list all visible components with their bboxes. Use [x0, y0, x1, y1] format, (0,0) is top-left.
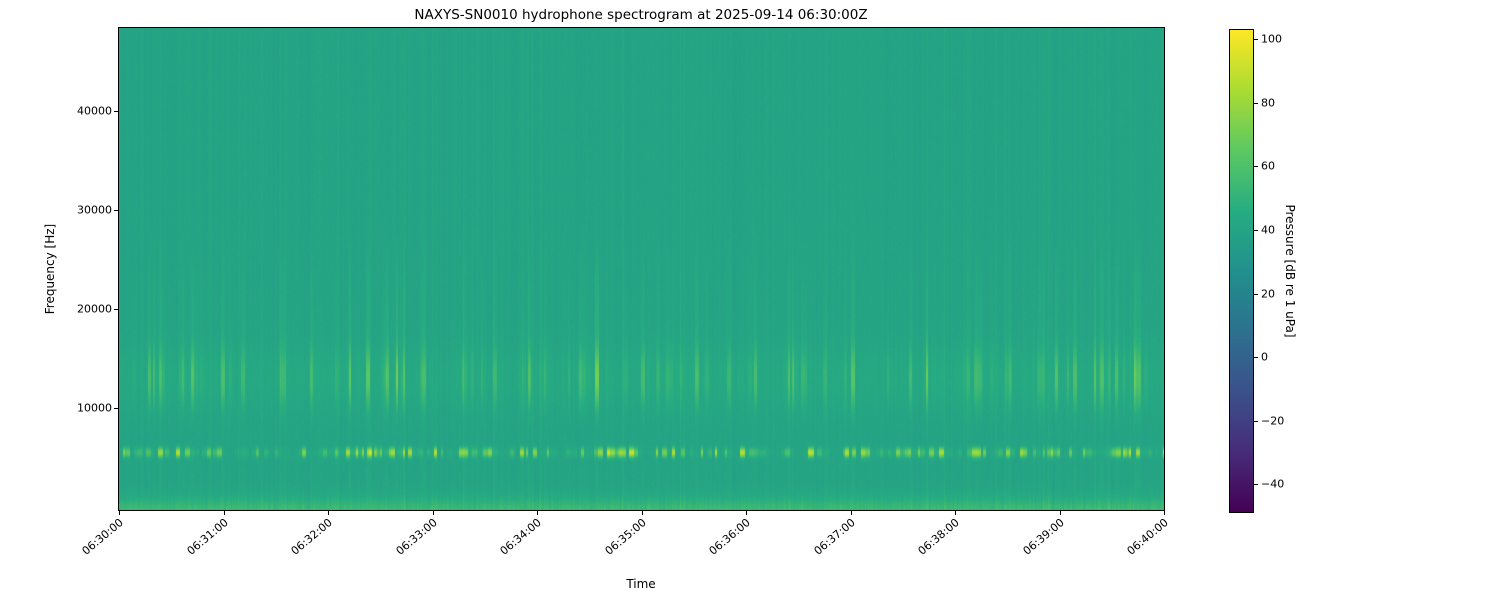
- x-tickmark: [1164, 511, 1165, 515]
- colorbar-tick-label: 100: [1261, 32, 1282, 46]
- x-tickmark: [433, 511, 434, 515]
- x-tickmark: [1060, 511, 1061, 515]
- x-tick-label: 06:39:00: [1020, 516, 1067, 558]
- colorbar-tick-label: 60: [1261, 159, 1275, 173]
- colorbar: [1229, 29, 1254, 513]
- x-tick-label: 06:38:00: [915, 516, 962, 558]
- y-tick-label: 20000: [77, 302, 112, 316]
- x-tick-label: 06:37:00: [811, 516, 858, 558]
- x-tick-label: 06:32:00: [288, 516, 335, 558]
- y-tickmark: [114, 408, 118, 409]
- x-tick-label: 06:35:00: [602, 516, 649, 558]
- colorbar-tick-label: 40: [1261, 223, 1275, 237]
- x-tick-label: 06:34:00: [497, 516, 544, 558]
- y-tickmark: [114, 210, 118, 211]
- y-tick-label: 30000: [77, 203, 112, 217]
- colorbar-tickmark: [1254, 166, 1258, 167]
- x-tickmark: [224, 511, 225, 515]
- colorbar-tick-label: 20: [1261, 287, 1275, 301]
- colorbar-tick-label: 80: [1261, 96, 1275, 110]
- chart-title: NAXYS-SN0010 hydrophone spectrogram at 2…: [414, 7, 868, 23]
- x-tickmark: [955, 511, 956, 515]
- x-axis-label: Time: [626, 577, 656, 591]
- colorbar-tickmark: [1254, 230, 1258, 231]
- colorbar-tick-label: −20: [1261, 414, 1285, 428]
- colorbar-tickmark: [1254, 103, 1258, 104]
- x-tick-label: 06:30:00: [79, 516, 126, 558]
- plot-area: [118, 27, 1165, 511]
- x-tickmark: [851, 511, 852, 515]
- x-tick-label: 06:40:00: [1124, 516, 1171, 558]
- colorbar-tickmark: [1254, 39, 1258, 40]
- y-tickmark: [114, 111, 118, 112]
- colorbar-tickmark: [1254, 484, 1258, 485]
- colorbar-axis-label: Pressure [dB re 1 uPa]: [1283, 204, 1297, 338]
- colorbar-tickmark: [1254, 421, 1258, 422]
- colorbar-tick-label: −40: [1261, 477, 1285, 491]
- colorbar-tick-label: 0: [1261, 350, 1268, 364]
- x-tickmark: [119, 511, 120, 515]
- x-tickmark: [328, 511, 329, 515]
- x-tickmark: [537, 511, 538, 515]
- colorbar-tickmark: [1254, 294, 1258, 295]
- y-tickmark: [114, 309, 118, 310]
- y-tick-label: 10000: [77, 401, 112, 415]
- y-axis-label: Frequency [Hz]: [43, 223, 57, 315]
- x-tickmark: [642, 511, 643, 515]
- x-tick-label: 06:36:00: [706, 516, 753, 558]
- x-tick-label: 06:31:00: [184, 516, 231, 558]
- y-tick-label: 40000: [77, 104, 112, 118]
- spectrogram-canvas: [119, 28, 1164, 510]
- x-tickmark: [746, 511, 747, 515]
- x-tick-label: 06:33:00: [393, 516, 440, 558]
- colorbar-tickmark: [1254, 357, 1258, 358]
